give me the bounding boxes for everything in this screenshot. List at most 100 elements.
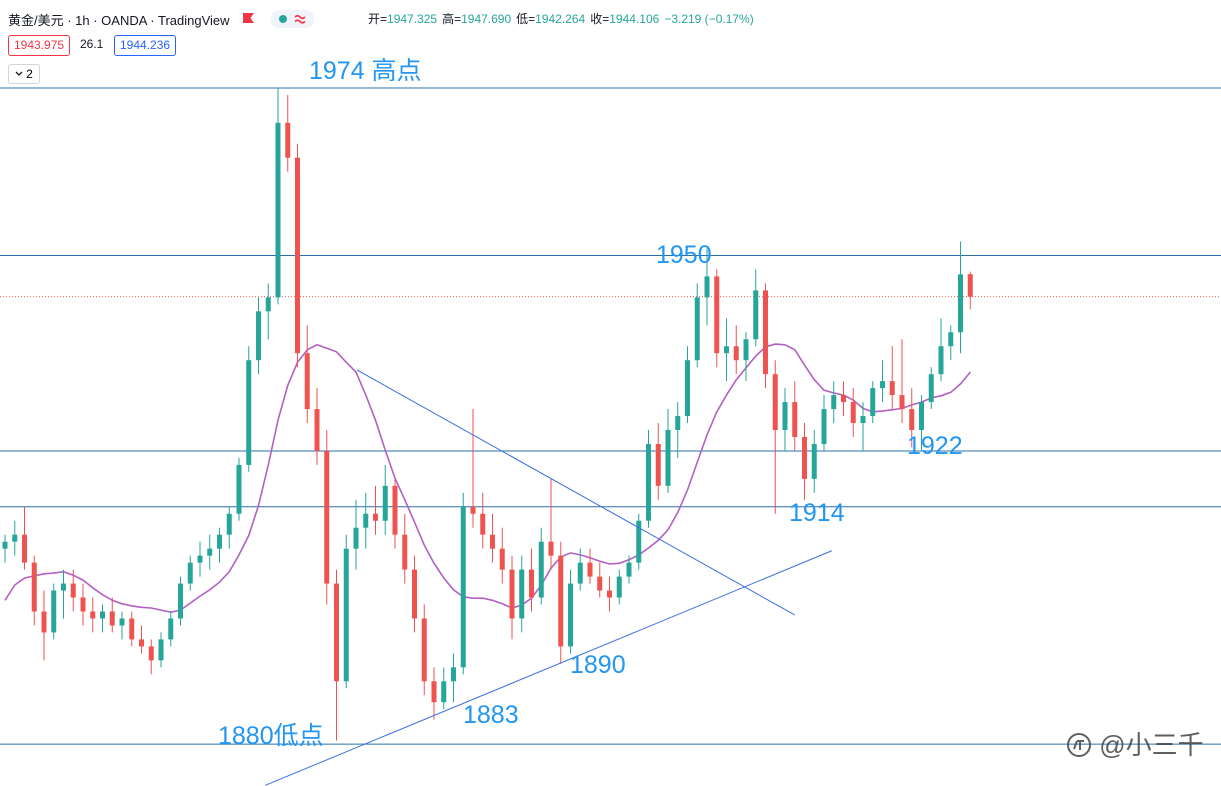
candle-body — [597, 576, 603, 591]
ohlc-values: 开=1947.325 高=1947.690 低=1942.264 收=1944.106… — [368, 10, 759, 27]
candle-body — [451, 667, 456, 682]
annotation: 1950 — [656, 241, 712, 269]
candle-body — [334, 583, 339, 682]
candle-body — [441, 681, 447, 703]
candle-body — [577, 562, 583, 584]
candle-body — [626, 562, 632, 577]
candle-body — [197, 555, 203, 563]
candle-body — [646, 443, 651, 521]
candle-body — [772, 374, 778, 430]
candle-body — [109, 611, 115, 626]
annotation: 1880低点 — [218, 722, 324, 750]
annotation: 1883 — [463, 701, 519, 729]
candle-body — [22, 534, 27, 563]
candle-body — [119, 618, 125, 626]
candle-body — [207, 548, 213, 556]
watermark-text: @小三千 — [1099, 730, 1204, 760]
candle-body — [529, 569, 534, 598]
candle-body — [61, 583, 66, 591]
ohlc-value: 1947.325 — [387, 12, 438, 26]
candle-body — [665, 429, 671, 486]
candle-body — [490, 534, 495, 549]
price-change: −3.219 (−0.17%) — [664, 12, 754, 26]
watermark-icon — [1067, 733, 1091, 757]
candle-body — [733, 346, 739, 361]
candle-body — [967, 274, 973, 297]
candle-body — [538, 541, 544, 598]
ask-price[interactable]: 1944.236 — [114, 35, 177, 56]
candle-body — [158, 639, 164, 661]
ohlc-value: 1947.690 — [461, 12, 512, 26]
candle-body — [831, 395, 837, 410]
annotation: 1974 高点 — [309, 57, 422, 85]
trend-line — [356, 369, 795, 616]
candle-body — [275, 122, 281, 298]
candle-body — [129, 618, 135, 640]
candle-body — [958, 274, 963, 333]
candle-body — [470, 506, 476, 514]
candle-body — [90, 611, 96, 619]
candle-body — [80, 597, 86, 612]
candle-body — [694, 297, 700, 361]
candle-body — [792, 402, 798, 437]
trend-layer — [265, 369, 832, 786]
candle-body — [714, 276, 720, 354]
candles-layer — [2, 87, 973, 741]
symbol-header: 黄金/美元 · 1h · OANDA · TradingView — [8, 9, 316, 29]
candle-body — [685, 360, 690, 417]
annotation: 1922 — [907, 432, 963, 460]
candle-body — [41, 611, 47, 633]
candle-body — [373, 513, 378, 521]
candle-body — [704, 276, 710, 298]
candle-body — [607, 590, 612, 598]
market-status[interactable] — [270, 9, 316, 29]
candle-body — [246, 360, 252, 465]
candle-body — [811, 443, 817, 479]
flag-icon[interactable] — [240, 11, 258, 27]
candle-body — [724, 346, 729, 354]
ohlc-key: 收= — [590, 12, 610, 26]
candle-body — [509, 569, 515, 619]
candle-body — [343, 548, 349, 682]
ohlc-value: 1944.106 — [609, 12, 660, 26]
candle-body — [295, 157, 300, 354]
candle-body — [168, 618, 174, 640]
candle-body — [821, 409, 827, 444]
candle-body — [421, 618, 427, 682]
candle-body — [412, 569, 417, 619]
candle-body — [304, 353, 310, 410]
candle-body — [100, 611, 105, 619]
ohlc-value: 1942.264 — [535, 12, 586, 26]
candle-body — [753, 290, 759, 340]
candle-body — [548, 541, 554, 556]
ma-layer — [4, 343, 971, 614]
candle-body — [880, 381, 885, 389]
candle-body — [568, 583, 573, 647]
candle-body — [187, 562, 193, 584]
candle-body — [353, 527, 359, 549]
candle-body — [285, 122, 291, 158]
spread: 26.1 — [80, 35, 104, 54]
candle-body — [2, 541, 8, 549]
symbol-title[interactable]: 黄金/美元 · 1h · OANDA · TradingView — [8, 12, 230, 28]
candle-body — [70, 583, 76, 598]
candle-body — [841, 395, 846, 403]
candle-body — [938, 346, 944, 375]
candle-body — [587, 562, 593, 577]
bid-price[interactable]: 1943.975 — [8, 35, 71, 56]
candle-body — [12, 534, 18, 542]
candle-body — [860, 416, 866, 424]
candle-body — [460, 506, 466, 668]
candle-body — [802, 436, 807, 479]
ohlc-key: 高= — [442, 12, 462, 26]
candle-body — [256, 311, 261, 361]
candle-body — [850, 402, 856, 424]
candle-body — [431, 681, 437, 703]
candle-body — [265, 297, 271, 312]
indicators-toggle[interactable]: 2 — [8, 64, 40, 84]
candle-body — [139, 639, 144, 647]
annotation: 1890 — [570, 651, 626, 679]
candle-body — [499, 548, 505, 570]
